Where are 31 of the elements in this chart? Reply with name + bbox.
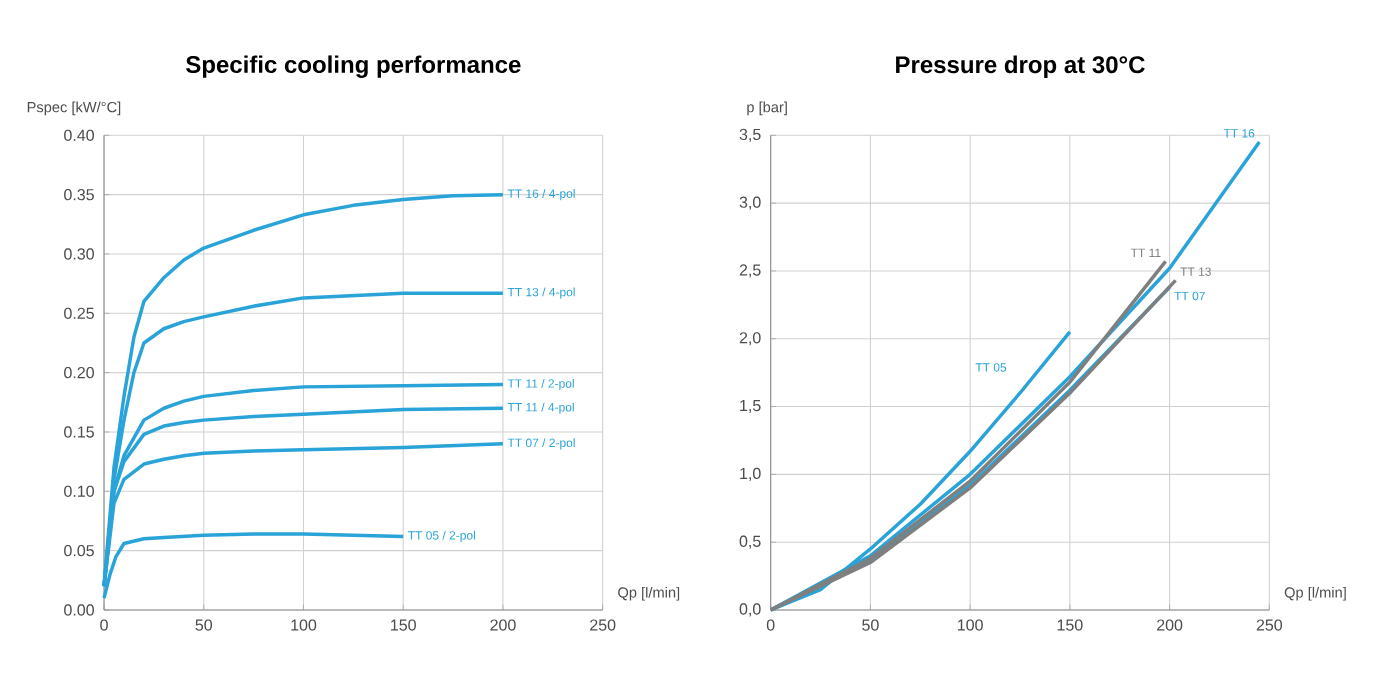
y-tick-label: 0,0 [739,603,761,617]
x-tick-label: 50 [195,619,213,631]
y-tick-label: 0.30 [64,248,94,260]
y-tick-label: 0.10 [64,485,94,497]
x-tick-label: 200 [1157,619,1183,631]
y-tick-label: 0.25 [64,307,94,319]
y-tick-label: 3,0 [739,196,761,210]
x-tick-label: 250 [1256,619,1283,631]
y-tick-label: 1,5 [740,400,761,414]
y-tick-label: 1,0 [740,467,761,481]
chart-title: Specific cooling performance [186,55,521,78]
y-tick-label: 0.20 [64,366,94,379]
x-tick-label: 200 [490,619,516,631]
y-tick-label: 0.15 [64,426,94,438]
y-tick-label: 2,0 [739,332,761,346]
y-tick-label: 2,5 [739,264,761,278]
chart-title: Pressure drop at 30°C [896,55,1145,78]
x-tick-label: 150 [391,619,416,631]
y-tick-label: 0.35 [64,189,94,201]
x-tick-label: 100 [291,619,317,631]
x-tick-label: 50 [862,619,879,631]
y-tick-label: 3,5 [739,128,761,142]
x-tick-label: 150 [1057,619,1083,631]
x-tick-label: 0 [766,619,775,631]
x-tick-label: 250 [590,619,616,631]
y-tick-label: 0.40 [64,129,94,141]
y-tick-label: 0.05 [64,544,94,557]
x-tick-label: 0 [100,619,108,631]
y-tick-label: 0.00 [64,604,94,616]
y-tick-label: 0,5 [739,535,761,549]
x-tick-label: 100 [958,619,983,631]
